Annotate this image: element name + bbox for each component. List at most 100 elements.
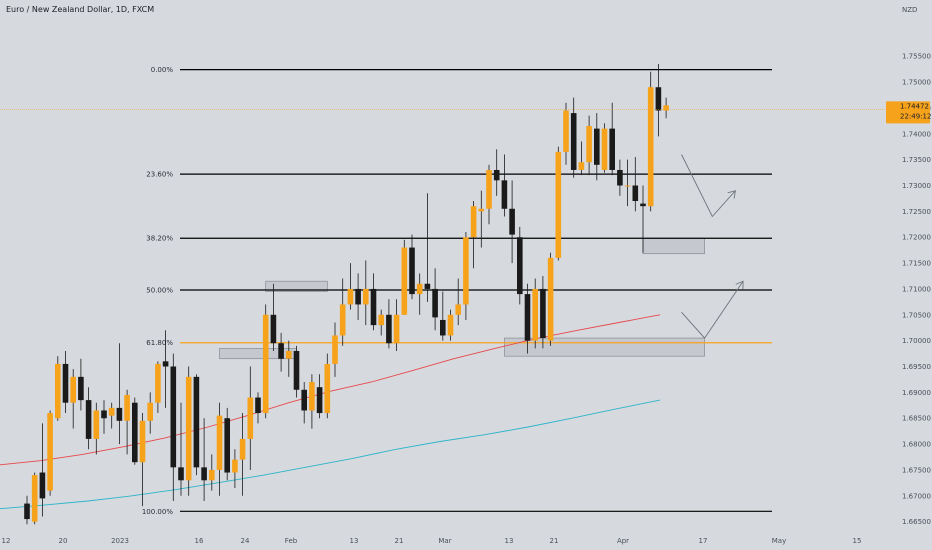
candle[interactable] bbox=[293, 345, 300, 398]
candle[interactable] bbox=[301, 382, 307, 424]
candle[interactable] bbox=[424, 193, 431, 302]
candle[interactable] bbox=[239, 413, 246, 496]
candle[interactable] bbox=[393, 299, 400, 351]
candle[interactable] bbox=[609, 102, 615, 176]
candle[interactable] bbox=[255, 392, 261, 424]
candle[interactable] bbox=[55, 356, 61, 421]
candle[interactable] bbox=[78, 358, 84, 411]
candle[interactable] bbox=[247, 366, 254, 470]
candle[interactable] bbox=[101, 400, 107, 434]
time-tick-0: 12 bbox=[2, 537, 11, 545]
candle[interactable] bbox=[401, 239, 408, 315]
candle[interactable] bbox=[586, 115, 592, 176]
candle[interactable] bbox=[155, 361, 161, 414]
candle[interactable] bbox=[93, 402, 100, 455]
candle[interactable] bbox=[39, 423, 46, 517]
candle[interactable] bbox=[139, 413, 146, 507]
candle[interactable] bbox=[108, 402, 115, 429]
candle[interactable] bbox=[370, 273, 377, 331]
candle-body bbox=[262, 314, 269, 414]
candle[interactable] bbox=[617, 159, 623, 196]
candle[interactable] bbox=[209, 454, 215, 491]
candle[interactable] bbox=[85, 387, 92, 450]
candle[interactable] bbox=[324, 353, 331, 419]
candle[interactable] bbox=[624, 159, 631, 207]
candle[interactable] bbox=[201, 418, 207, 501]
candle-body bbox=[478, 208, 485, 212]
candle[interactable] bbox=[355, 273, 361, 320]
candle[interactable] bbox=[470, 201, 477, 269]
candle[interactable] bbox=[532, 278, 538, 349]
candle[interactable] bbox=[440, 291, 446, 341]
candle[interactable] bbox=[316, 374, 323, 419]
candle[interactable] bbox=[378, 309, 384, 336]
candle-body bbox=[232, 459, 238, 473]
candle[interactable] bbox=[232, 449, 238, 489]
candle[interactable] bbox=[162, 330, 169, 408]
candle[interactable] bbox=[224, 407, 230, 481]
candle[interactable] bbox=[570, 97, 577, 178]
candle[interactable] bbox=[647, 71, 654, 212]
candle[interactable] bbox=[363, 260, 369, 326]
candle[interactable] bbox=[478, 190, 485, 248]
candle[interactable] bbox=[339, 278, 346, 346]
candle[interactable] bbox=[178, 402, 184, 496]
candle[interactable] bbox=[24, 495, 30, 525]
candle[interactable] bbox=[70, 369, 76, 429]
candle-body bbox=[332, 335, 338, 364]
candle[interactable] bbox=[147, 392, 153, 434]
candle[interactable] bbox=[547, 252, 554, 346]
candle[interactable] bbox=[517, 226, 523, 305]
candle[interactable] bbox=[463, 232, 469, 320]
candle-body bbox=[70, 376, 76, 403]
candle-body bbox=[293, 350, 300, 390]
candle[interactable] bbox=[270, 283, 277, 351]
candle[interactable] bbox=[278, 332, 284, 372]
candle[interactable] bbox=[486, 164, 492, 225]
candle[interactable] bbox=[601, 123, 608, 173]
candle-body bbox=[108, 407, 115, 416]
candle[interactable] bbox=[31, 472, 38, 525]
candle[interactable] bbox=[286, 340, 292, 377]
candle[interactable] bbox=[555, 146, 562, 261]
candle[interactable] bbox=[663, 97, 669, 119]
candle[interactable] bbox=[540, 276, 546, 349]
candle[interactable] bbox=[309, 374, 315, 429]
candle[interactable] bbox=[455, 278, 461, 326]
candle[interactable] bbox=[447, 309, 454, 341]
candle[interactable] bbox=[185, 366, 192, 496]
candle[interactable] bbox=[47, 410, 53, 496]
candle[interactable] bbox=[116, 343, 123, 445]
candle[interactable] bbox=[347, 263, 354, 310]
candle-body bbox=[155, 363, 161, 403]
fib-label-1: 23.60% bbox=[146, 171, 173, 179]
candle[interactable] bbox=[332, 322, 338, 377]
current-price-tag: 1.74472 22:49:12 bbox=[886, 101, 931, 124]
candle[interactable] bbox=[594, 113, 600, 181]
candle[interactable] bbox=[124, 389, 130, 455]
candle[interactable] bbox=[563, 102, 569, 165]
candle[interactable] bbox=[632, 157, 639, 212]
candle[interactable] bbox=[386, 299, 392, 349]
candle[interactable] bbox=[524, 283, 531, 354]
candle[interactable] bbox=[501, 154, 508, 217]
fib-label-4: 61.80% bbox=[146, 339, 173, 347]
candle[interactable] bbox=[640, 185, 646, 253]
candle[interactable] bbox=[416, 273, 423, 315]
candle[interactable] bbox=[655, 63, 662, 137]
currency-label: NZD bbox=[902, 6, 917, 14]
candle[interactable] bbox=[193, 374, 200, 476]
candle[interactable] bbox=[409, 234, 415, 300]
candle[interactable] bbox=[132, 397, 138, 465]
candle-body bbox=[62, 363, 69, 403]
candle[interactable] bbox=[432, 268, 438, 331]
candle[interactable] bbox=[216, 402, 223, 496]
candle[interactable] bbox=[262, 304, 269, 419]
time-tick-7: 21 bbox=[395, 537, 404, 545]
candle[interactable] bbox=[493, 149, 500, 196]
candle[interactable] bbox=[509, 180, 515, 264]
candle[interactable] bbox=[170, 353, 177, 501]
candle[interactable] bbox=[578, 141, 585, 176]
candle[interactable] bbox=[62, 350, 69, 414]
